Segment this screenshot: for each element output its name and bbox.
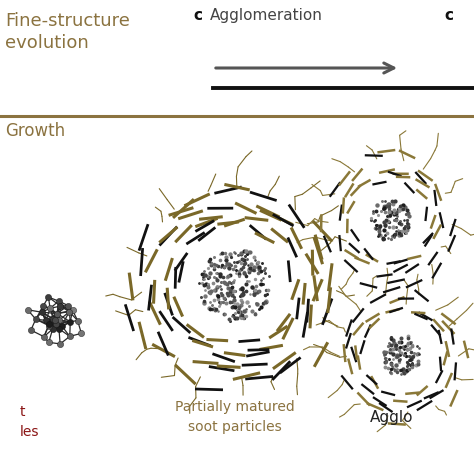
Text: c: c: [193, 8, 202, 23]
Text: Growth: Growth: [5, 122, 65, 140]
Text: Partially matured
soot particles: Partially matured soot particles: [175, 400, 295, 434]
Text: Agglo: Agglo: [370, 410, 413, 425]
Text: t
les: t les: [20, 405, 39, 438]
Text: Agglomeration: Agglomeration: [210, 8, 323, 23]
Text: c: c: [444, 8, 453, 23]
Text: Fine-structure
evolution: Fine-structure evolution: [5, 12, 130, 52]
